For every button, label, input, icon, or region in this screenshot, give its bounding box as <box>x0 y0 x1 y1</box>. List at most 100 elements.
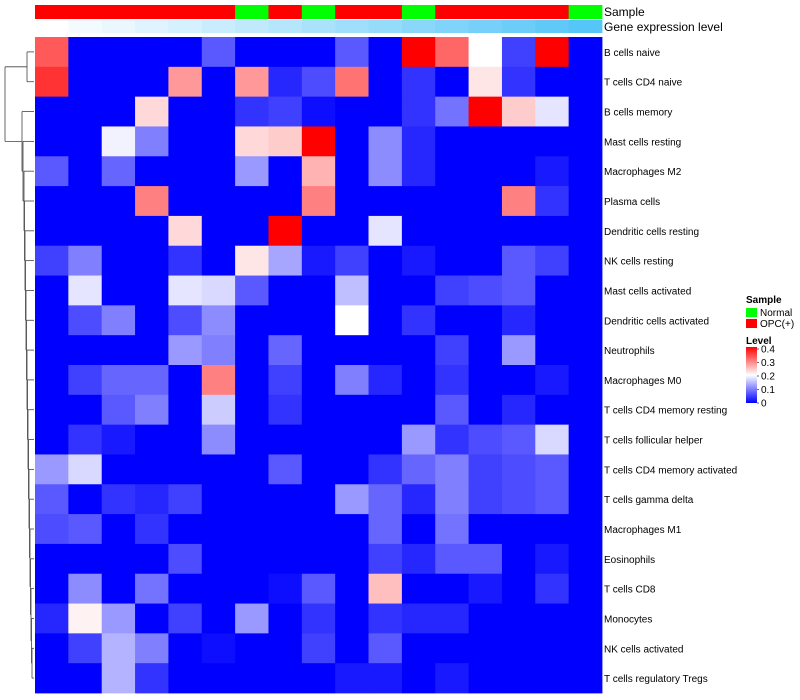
heatmap-cell <box>535 215 570 247</box>
heatmap-cell <box>335 573 369 604</box>
heatmap-cell <box>335 305 369 336</box>
sample-annotation-cell <box>135 5 169 19</box>
heatmap-cell <box>268 245 303 276</box>
heatmap-cell <box>335 365 369 396</box>
heatmap-cell <box>201 66 236 98</box>
heatmap-cell <box>568 96 603 127</box>
expression-annotation-cell <box>501 20 536 33</box>
heatmap-cell <box>168 156 203 187</box>
heatmap-cell <box>68 543 103 575</box>
heatmap-cell <box>435 275 469 306</box>
heatmap-cell <box>501 96 536 127</box>
row-label: T cells CD4 naive <box>604 78 683 89</box>
heatmap-cell <box>401 454 436 485</box>
heatmap-cell <box>368 424 403 455</box>
heatmap-cell <box>168 275 203 306</box>
heatmap-cell <box>168 305 203 336</box>
heatmap-cell <box>335 514 369 545</box>
heatmap-cell <box>235 514 269 545</box>
heatmap-cell <box>135 245 169 276</box>
heatmap-cell <box>268 156 303 187</box>
heatmap-cell <box>435 335 469 366</box>
heatmap-cell <box>368 215 403 247</box>
heatmap-cell <box>301 603 336 634</box>
sample-annotation-cell <box>101 5 136 19</box>
heatmap-cell <box>368 275 403 306</box>
expression-annotation-cell <box>68 20 103 33</box>
heatmap-cell <box>401 275 436 306</box>
legend-level-colorbar <box>746 347 757 403</box>
heatmap-cell <box>401 156 436 187</box>
heatmap-cell <box>368 66 403 98</box>
legend: Sample Normal OPC(+) Level 0.4 0.3 0.2 0.1 0 <box>746 295 794 410</box>
heatmap-cell <box>68 245 103 276</box>
heatmap-cell <box>568 424 603 455</box>
heatmap-cell <box>335 335 369 366</box>
heatmap-cell <box>568 543 603 575</box>
heatmap-cell <box>101 215 136 247</box>
expression-annotation-cell <box>35 20 69 33</box>
heatmap-cell <box>235 484 269 515</box>
row-label: T cells follicular helper <box>604 436 703 447</box>
heatmap-cell <box>268 454 303 485</box>
sample-annotation-cell <box>301 5 336 19</box>
heatmap-cell <box>201 514 236 545</box>
heatmap-cell <box>501 663 536 694</box>
heatmap-cell <box>135 275 169 306</box>
heatmap-cell <box>301 633 336 664</box>
heatmap-cell <box>35 454 69 485</box>
heatmap-cell <box>268 633 303 664</box>
heatmap-cell <box>68 514 103 545</box>
heatmap-cell <box>368 514 403 545</box>
heatmap-cell <box>301 394 336 426</box>
sample-annotation-cell <box>401 5 436 19</box>
heatmap-cell <box>468 37 503 68</box>
heatmap-cell <box>201 394 236 426</box>
heatmap-cell <box>435 96 469 127</box>
heatmap-cell <box>235 305 269 336</box>
heatmap-cell <box>301 663 336 694</box>
heatmap-cell <box>468 215 503 247</box>
heatmap-cell <box>135 156 169 187</box>
heatmap-cell <box>468 484 503 515</box>
heatmap-cell <box>201 245 236 276</box>
heatmap-cell <box>35 573 69 604</box>
heatmap-cell <box>35 126 69 157</box>
expression-annotation-cell <box>335 20 369 33</box>
heatmap-cell <box>268 96 303 127</box>
heatmap-cell <box>435 66 469 98</box>
heatmap-cell <box>568 335 603 366</box>
heatmap-cell <box>368 37 403 68</box>
heatmap-cell <box>201 305 236 336</box>
heatmap-cell <box>135 663 169 694</box>
heatmap-cell <box>168 514 203 545</box>
heatmap-cell <box>135 37 169 68</box>
heatmap-cell <box>401 245 436 276</box>
heatmap-cell <box>201 335 236 366</box>
heatmap-cell <box>535 156 570 187</box>
heatmap-cell <box>535 394 570 426</box>
heatmap-cell <box>401 365 436 396</box>
heatmap-cell <box>235 37 269 68</box>
heatmap-cell <box>468 156 503 187</box>
row-label: Neutrophils <box>604 346 655 357</box>
heatmap-cell <box>268 37 303 68</box>
heatmap-cell <box>235 454 269 485</box>
heatmap-cell <box>101 275 136 306</box>
heatmap-cell <box>268 484 303 515</box>
expression-annotation-cell <box>101 20 136 33</box>
heatmap-cell <box>101 573 136 604</box>
expression-annotation-cell <box>168 20 203 33</box>
heatmap-cell <box>468 633 503 664</box>
heatmap-cell <box>201 573 236 604</box>
heatmap-cell <box>68 424 103 455</box>
heatmap-cell <box>535 126 570 157</box>
sample-annotation-cell <box>35 5 69 19</box>
heatmap-cell <box>168 663 203 694</box>
heatmap-cell <box>335 394 369 426</box>
heatmap-cell <box>101 365 136 396</box>
heatmap-cell <box>68 633 103 664</box>
heatmap-cell <box>35 484 69 515</box>
heatmap-cell <box>168 245 203 276</box>
heatmap-cell <box>568 663 603 694</box>
